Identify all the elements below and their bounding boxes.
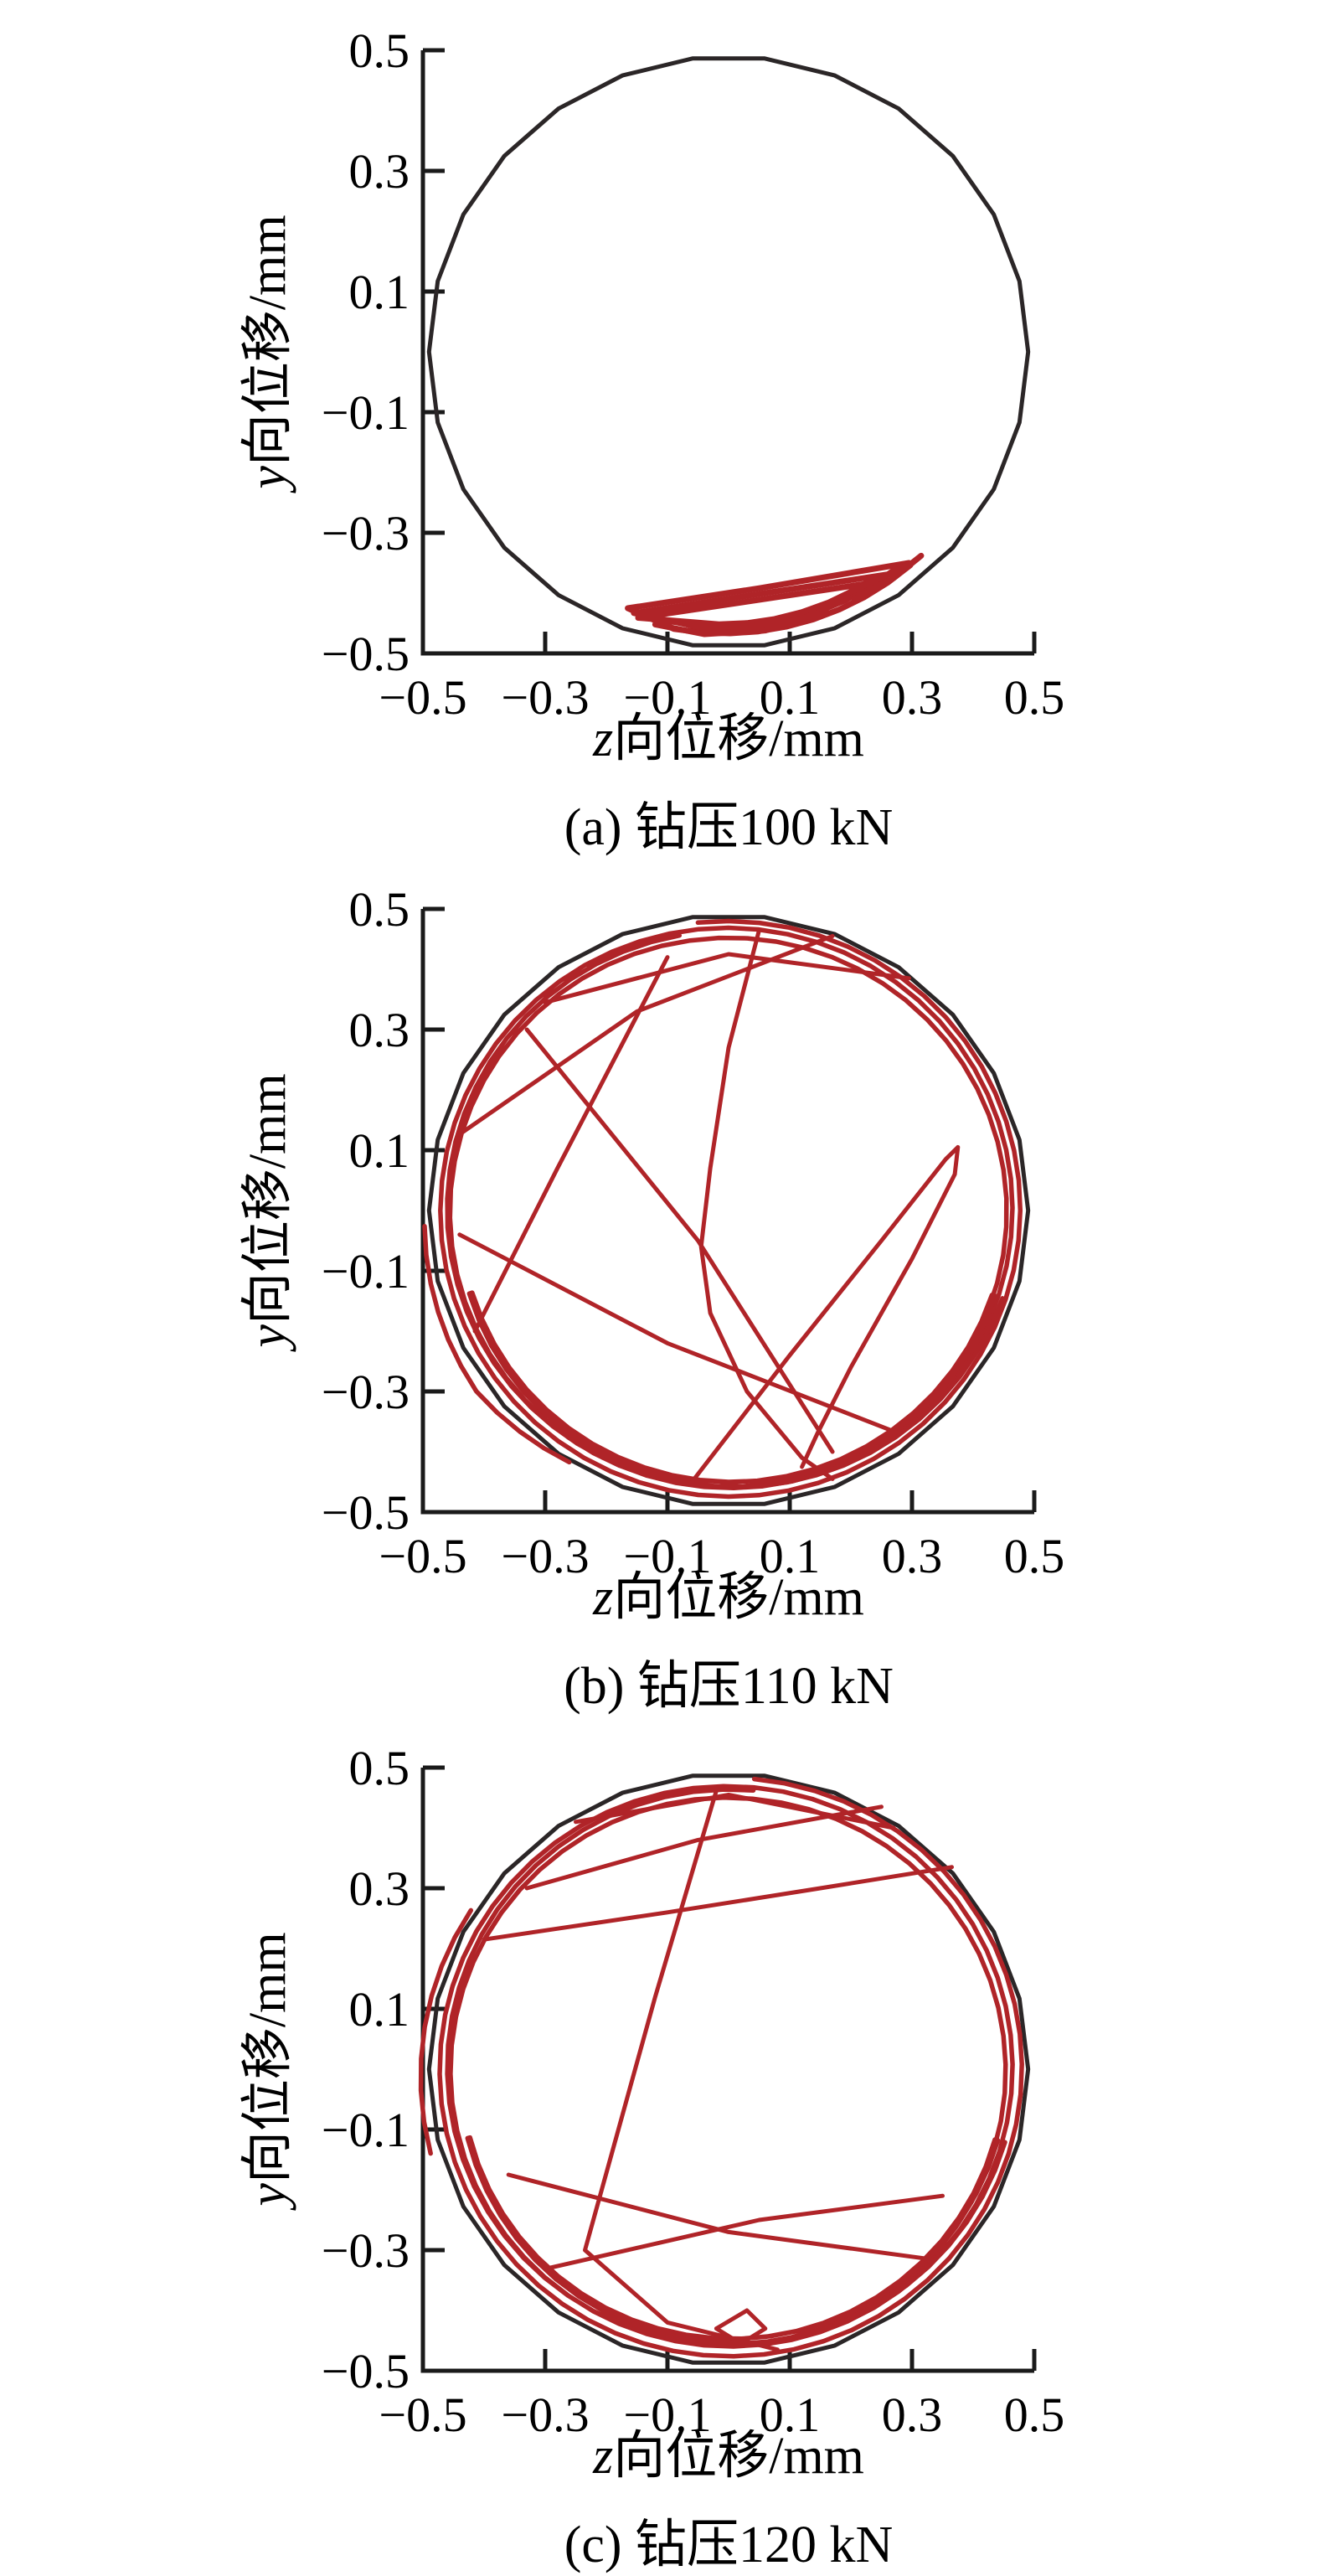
trajectory-left-bulge (422, 1224, 572, 1465)
x-tick-label: −0.3 (501, 1529, 589, 1583)
y-axis-label: y向位移/mm (240, 214, 296, 493)
trajectory-bottom-bundle (466, 1290, 1005, 1489)
axis-spines (420, 50, 1034, 656)
trajectory-left-bulge (418, 1907, 474, 2156)
trajectory-chord-center (698, 927, 835, 1481)
x-tick-label: −0.3 (501, 670, 589, 725)
x-tick-label: 0.1 (760, 2388, 821, 2442)
x-tick-label: −0.1 (623, 2388, 711, 2442)
y-tick-label: 0.3 (349, 144, 410, 199)
y-tick-label: −0.3 (322, 1365, 410, 1419)
trajectory-chord-horizontal (482, 1865, 954, 1942)
y-tick-label: 0.1 (349, 265, 410, 319)
x-tick-label: −0.5 (379, 1529, 466, 1583)
axis-spines (420, 909, 1034, 1515)
x-tick-label: −0.3 (501, 2388, 589, 2442)
y-tick-label: 0.5 (349, 882, 410, 937)
y-tick-label: −0.3 (322, 2223, 410, 2278)
trajectory-chord-top-1 (574, 1792, 896, 1830)
axis-spines (420, 1768, 1034, 2373)
caption: (c) 钻压120 kN (564, 2517, 894, 2573)
trajectory-chord-top-2 (524, 1804, 884, 1891)
trajectory-chord-steep (583, 1788, 780, 2352)
trajectory-chord-left-up (472, 955, 670, 1334)
y-tick-label: 0.3 (349, 1003, 410, 1057)
trajectory-whirl-orbit (438, 918, 1023, 1500)
caption: (a) 钻压100 kN (564, 799, 894, 856)
caption: (b) 钻压110 kN (564, 1658, 894, 1715)
x-tick-label: −0.1 (623, 1529, 711, 1583)
y-tick-label: −0.5 (322, 2344, 410, 2398)
x-axis-label: z向位移/mm (592, 1569, 864, 1626)
x-tick-label: 0.5 (1004, 2388, 1065, 2442)
x-tick-label: −0.5 (379, 670, 466, 725)
trajectory-bottom-squiggle (652, 609, 830, 638)
y-tick-label: −0.1 (322, 1244, 410, 1298)
x-axis-label: z向位移/mm (592, 710, 864, 767)
y-tick-label: 0.1 (349, 1123, 410, 1178)
x-tick-label: −0.1 (623, 670, 711, 725)
boundary-circle (426, 56, 1031, 648)
x-tick-label: 0.5 (1004, 670, 1065, 725)
chart-c: −0.5 −0.3 −0.1 0.1 0.3 0.5 −0.5 −0.3 −0.1 0.1 0.3 0… (240, 1741, 1065, 2573)
y-tick-label: 0.5 (349, 1741, 410, 1795)
y-tick-label: 0.1 (349, 1982, 410, 2037)
trajectory-whirl-orbit (437, 1776, 1024, 2359)
boundary-circle (426, 1773, 1031, 2365)
x-tick-label: 0.3 (882, 670, 943, 725)
y-tick-label: 0.3 (349, 1861, 410, 1916)
trajectory-chord-lower-1 (506, 2172, 933, 2262)
trajectory-small-loop (714, 2308, 768, 2346)
boundary-circle (426, 915, 1031, 1506)
trajectory-chord-lower-2 (546, 2193, 945, 2271)
trajectory-chord-top (543, 952, 911, 1005)
y-tick-label: −0.3 (322, 506, 410, 560)
x-tick-label: 0.3 (882, 2388, 943, 2442)
x-tick-label: 0.1 (760, 670, 821, 725)
x-axis-label: z向位移/mm (592, 2428, 864, 2485)
y-tick-label: −0.1 (322, 2103, 410, 2157)
x-tick-label: 0.1 (760, 1529, 821, 1583)
trajectory-hairpin (689, 1144, 961, 1484)
trajectory-right-tip (848, 552, 925, 602)
x-tick-label: −0.5 (379, 2388, 466, 2442)
y-axis-label: y向位移/mm (240, 1932, 296, 2211)
y-tick-label: −0.1 (322, 385, 410, 440)
trajectory-chord-left-down (457, 1232, 902, 1436)
y-tick-label: −0.5 (322, 627, 410, 681)
x-tick-label: 0.5 (1004, 1529, 1065, 1583)
y-tick-label: −0.5 (322, 1485, 410, 1540)
y-tick-label: 0.5 (349, 23, 410, 78)
chart-b: −0.5 −0.3 −0.1 0.1 0.3 0.5 −0.5 −0.3 −0.1 0.1 0.3 0… (240, 882, 1065, 1715)
y-axis-label: y向位移/mm (240, 1073, 296, 1352)
chart-a: −0.5 −0.3 −0.1 0.1 0.3 0.5 −0.5 −0.3 −0.1 0.1 0.3 0… (240, 23, 1065, 856)
trajectory-chord-diagonal (524, 1027, 835, 1454)
x-tick-label: 0.3 (882, 1529, 943, 1583)
trajectory-bottom-bundle (465, 2135, 1007, 2346)
